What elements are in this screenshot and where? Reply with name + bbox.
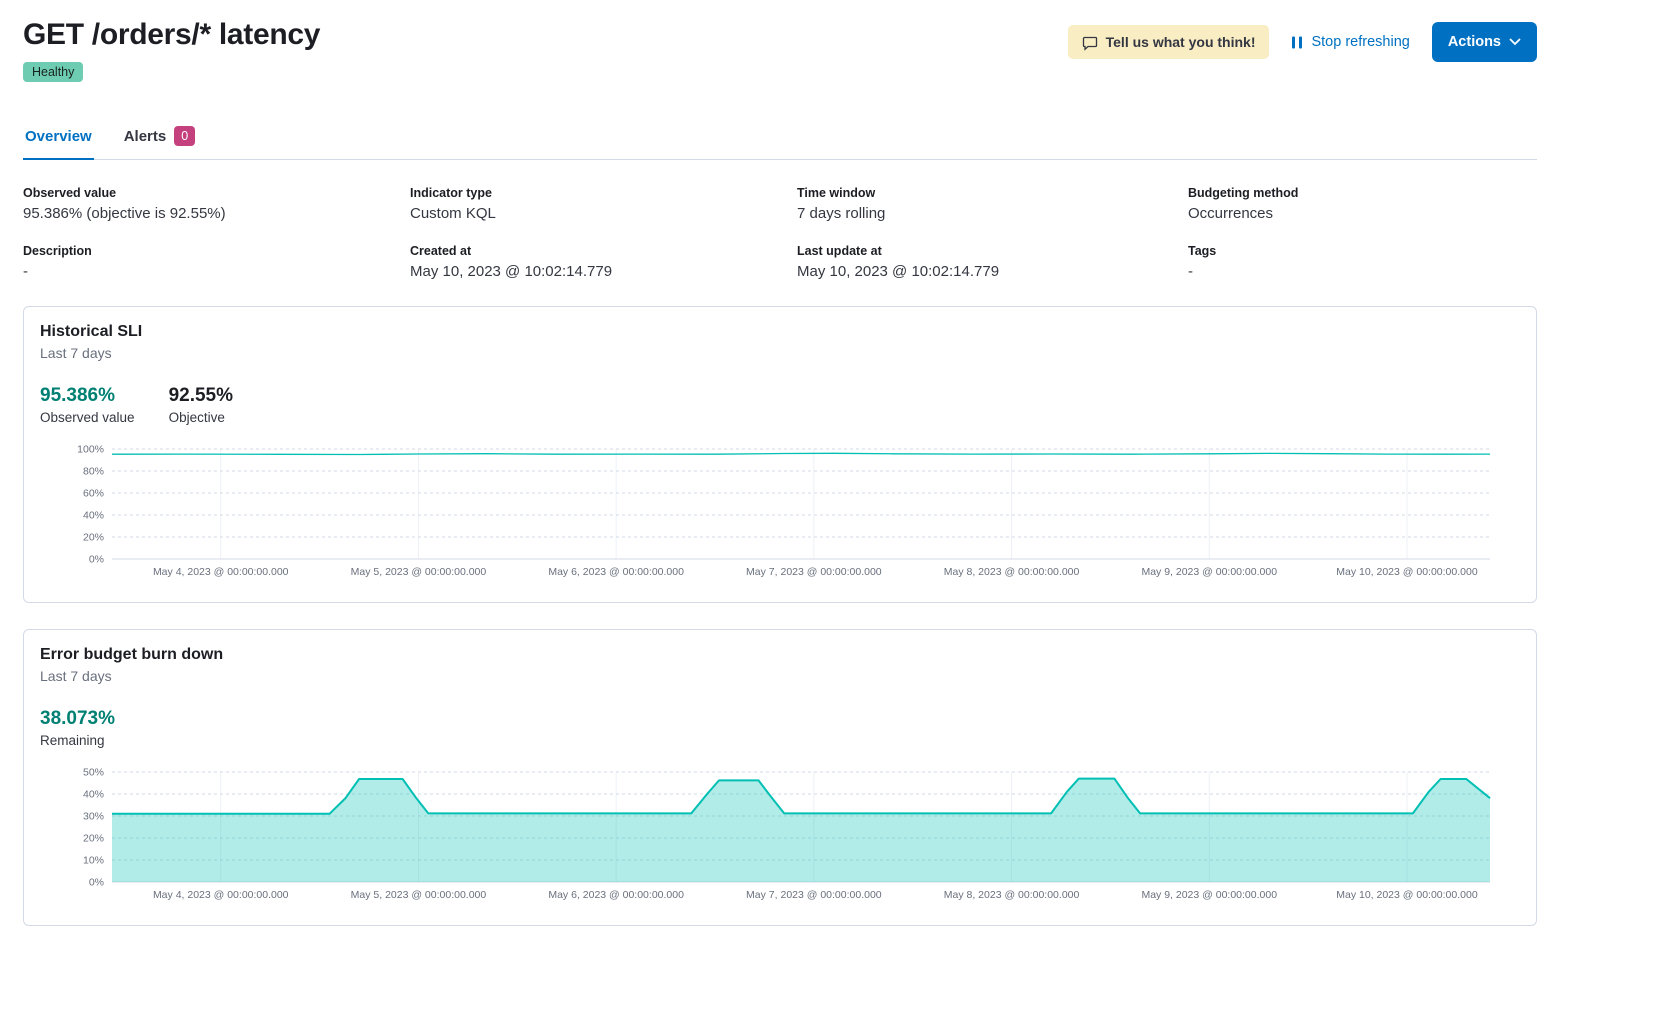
definition-value: Custom KQL (410, 205, 496, 222)
definition-label: Last update at (797, 244, 882, 258)
definition-item: Time window 7 days rolling (797, 186, 1188, 222)
sli-line-chart[interactable]: May 4, 2023 @ 00:00:00.000 May 5, 2023 @ … (40, 443, 1520, 581)
definition-grid: Observed value 95.386% (objective is 92.… (23, 186, 1537, 280)
svg-text:May 10, 2023 @ 00:00:00.000: May 10, 2023 @ 00:00:00.000 (1336, 889, 1478, 901)
observed-value-label: Observed value (40, 410, 135, 425)
feedback-button[interactable]: Tell us what you think! (1067, 25, 1270, 59)
panel-subtitle: Last 7 days (40, 668, 112, 684)
svg-text:May 6, 2023 @ 00:00:00.000: May 6, 2023 @ 00:00:00.000 (548, 889, 684, 901)
definition-value: 95.386% (objective is 92.55%) (23, 205, 226, 222)
remaining-label: Remaining (40, 733, 105, 748)
definition-label: Observed value (23, 186, 117, 200)
svg-text:80%: 80% (83, 466, 104, 478)
objective-number: 92.55% (168, 385, 234, 406)
objective-stat: 92.55% Objective (169, 385, 233, 425)
definition-label: Tags (1188, 244, 1217, 258)
svg-text:May 9, 2023 @ 00:00:00.000: May 9, 2023 @ 00:00:00.000 (1141, 566, 1277, 578)
alerts-count-badge: 0 (174, 126, 196, 146)
observed-value-number: 95.386% (40, 385, 116, 406)
definition-item: Description - (23, 244, 410, 280)
burn-down-area-chart[interactable]: May 4, 2023 @ 00:00:00.000 May 5, 2023 @ … (40, 766, 1520, 904)
pause-icon (1291, 34, 1303, 50)
speech-bubble-icon (1082, 33, 1098, 51)
svg-text:May 5, 2023 @ 00:00:00.000: May 5, 2023 @ 00:00:00.000 (351, 889, 487, 901)
panel-title: Historical SLI (40, 323, 143, 340)
slo-detail-page: GET /orders/* latency Healthy Tell us wh… (23, 0, 1537, 956)
definition-label: Indicator type (410, 186, 492, 200)
svg-text:40%: 40% (83, 510, 104, 522)
tab-alerts[interactable]: Alerts 0 (122, 126, 198, 160)
svg-text:0%: 0% (89, 554, 104, 566)
svg-text:20%: 20% (83, 833, 104, 845)
svg-text:May 4, 2023 @ 00:00:00.000: May 4, 2023 @ 00:00:00.000 (153, 889, 289, 901)
definition-item: Last update at May 10, 2023 @ 10:02:14.7… (797, 244, 1188, 280)
definition-value: - (23, 263, 28, 280)
svg-text:May 7, 2023 @ 00:00:00.000: May 7, 2023 @ 00:00:00.000 (746, 566, 882, 578)
definition-value: May 10, 2023 @ 10:02:14.779 (410, 263, 613, 280)
definition-item: Budgeting method Occurrences (1188, 186, 1537, 222)
svg-text:0%: 0% (89, 877, 104, 889)
chevron-down-icon (1509, 34, 1521, 50)
definition-value: May 10, 2023 @ 10:02:14.779 (797, 263, 1000, 280)
svg-text:60%: 60% (83, 488, 104, 500)
actions-button[interactable]: Actions (1431, 22, 1537, 62)
svg-text:100%: 100% (77, 444, 104, 456)
header-actions: Tell us what you think! Stop refreshing … (1067, 22, 1537, 62)
svg-text:May 5, 2023 @ 00:00:00.000: May 5, 2023 @ 00:00:00.000 (351, 566, 487, 578)
definition-item: Observed value 95.386% (objective is 92.… (23, 186, 410, 222)
definition-label: Budgeting method (1188, 186, 1299, 200)
status-badge: Healthy (23, 62, 84, 82)
svg-text:May 9, 2023 @ 00:00:00.000: May 9, 2023 @ 00:00:00.000 (1141, 889, 1277, 901)
observed-value-stat: 95.386% Observed value (40, 385, 135, 425)
error-budget-stats: 38.073% Remaining (40, 708, 1520, 748)
definition-item: Indicator type Custom KQL (410, 186, 797, 222)
historical-sli-chart[interactable]: May 4, 2023 @ 00:00:00.000 May 5, 2023 @ … (40, 443, 1520, 586)
title-block: GET /orders/* latency Healthy (23, 18, 320, 82)
svg-text:50%: 50% (83, 767, 104, 779)
definition-label: Description (23, 244, 92, 258)
definition-item: Tags - (1188, 244, 1537, 280)
svg-text:May 10, 2023 @ 00:00:00.000: May 10, 2023 @ 00:00:00.000 (1336, 566, 1478, 578)
svg-text:40%: 40% (83, 789, 104, 801)
remaining-number: 38.073% (40, 708, 116, 729)
panel-subtitle: Last 7 days (40, 345, 112, 361)
sli-stats: 95.386% Observed value 92.55% Objective (40, 385, 1520, 425)
definition-value: - (1188, 263, 1193, 280)
remaining-stat: 38.073% Remaining (40, 708, 115, 748)
svg-text:May 4, 2023 @ 00:00:00.000: May 4, 2023 @ 00:00:00.000 (153, 566, 289, 578)
svg-text:May 7, 2023 @ 00:00:00.000: May 7, 2023 @ 00:00:00.000 (746, 889, 882, 901)
historical-sli-panel: Historical SLI Last 7 days 95.386% Obser… (23, 306, 1537, 603)
definition-value: Occurrences (1188, 205, 1274, 222)
svg-text:May 8, 2023 @ 00:00:00.000: May 8, 2023 @ 00:00:00.000 (944, 566, 1080, 578)
svg-text:20%: 20% (83, 532, 104, 544)
page-header: GET /orders/* latency Healthy Tell us wh… (23, 18, 1537, 82)
definition-label: Time window (797, 186, 876, 200)
tab-bar: Overview Alerts 0 (23, 126, 1537, 160)
page-title: GET /orders/* latency (23, 18, 321, 51)
objective-label: Objective (168, 410, 225, 425)
error-budget-chart[interactable]: May 4, 2023 @ 00:00:00.000 May 5, 2023 @ … (40, 766, 1520, 909)
definition-label: Created at (410, 244, 472, 258)
stop-refreshing-button[interactable]: Stop refreshing (1291, 25, 1410, 59)
panel-title: Error budget burn down (40, 646, 224, 663)
definition-item: Created at May 10, 2023 @ 10:02:14.779 (410, 244, 797, 280)
svg-text:May 8, 2023 @ 00:00:00.000: May 8, 2023 @ 00:00:00.000 (944, 889, 1080, 901)
error-budget-panel: Error budget burn down Last 7 days 38.07… (23, 629, 1537, 926)
definition-value: 7 days rolling (797, 205, 886, 222)
svg-text:May 6, 2023 @ 00:00:00.000: May 6, 2023 @ 00:00:00.000 (548, 566, 684, 578)
svg-text:10%: 10% (83, 855, 104, 867)
tab-overview[interactable]: Overview (23, 126, 94, 160)
svg-text:30%: 30% (83, 811, 104, 823)
